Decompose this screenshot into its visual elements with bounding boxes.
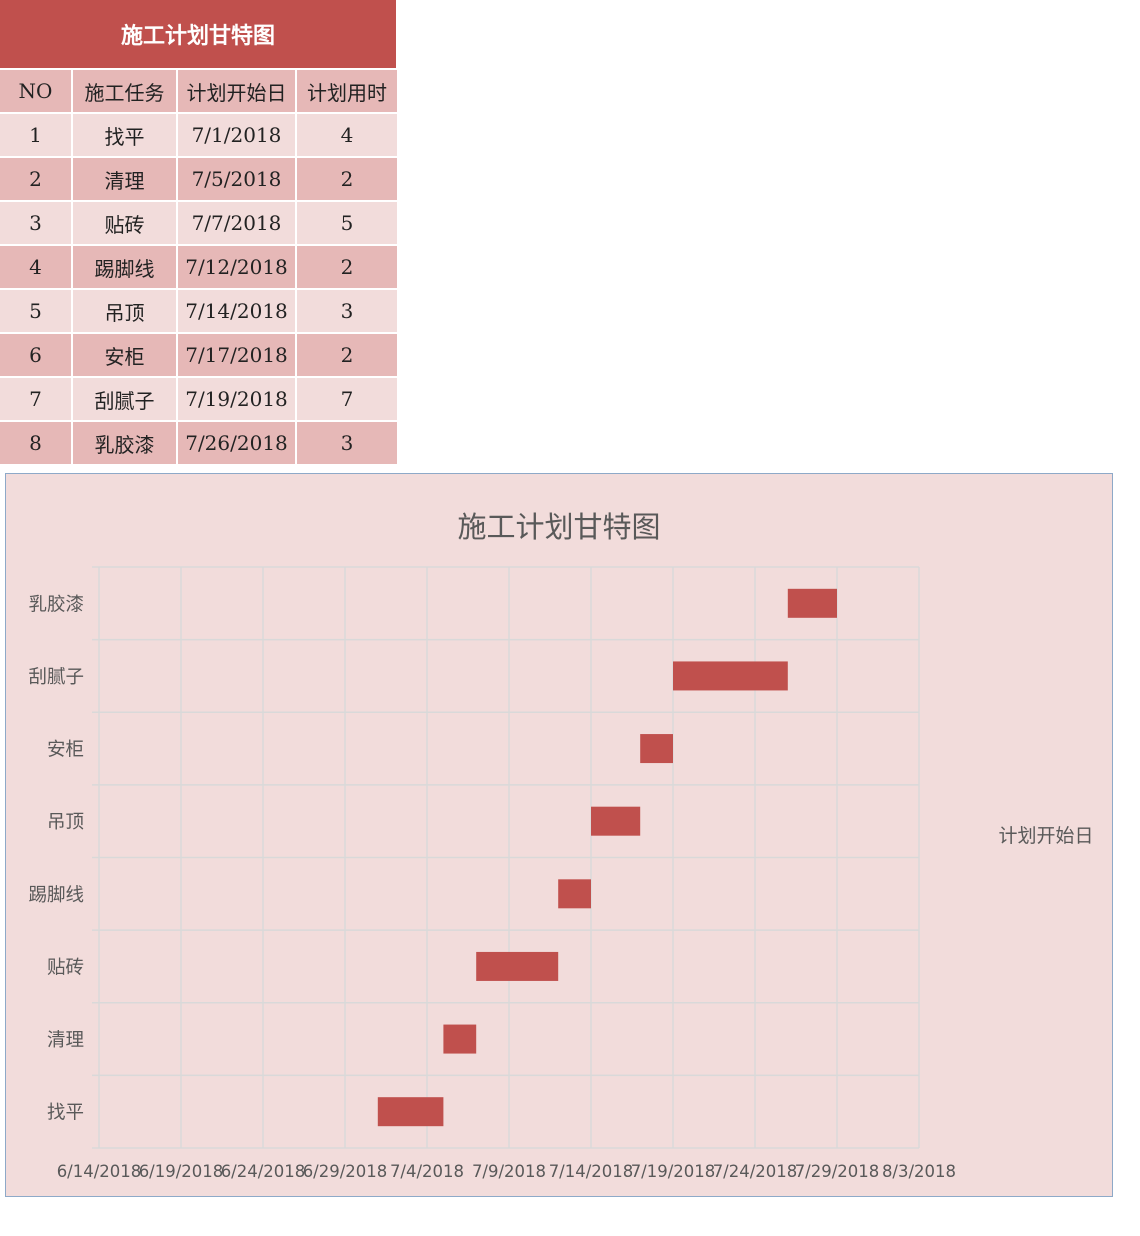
x-tick-label: 6/19/2018 [139, 1162, 224, 1181]
table-header-row: NO 施工任务 计划开始日 计划用时 [0, 70, 397, 114]
gantt-bar [787, 588, 837, 618]
header-no: NO [0, 70, 73, 114]
gantt-bar [377, 1097, 444, 1127]
table-row: 6 安柜 7/17/2018 2 [0, 334, 397, 378]
x-tick-label: 6/24/2018 [221, 1162, 306, 1181]
x-tick-label: 7/29/2018 [795, 1162, 880, 1181]
gantt-bar [476, 951, 559, 981]
bar-layer [377, 588, 837, 1127]
table-row: 3 贴砖 7/7/2018 5 [0, 202, 397, 246]
x-tick-label: 6/14/2018 [57, 1162, 142, 1181]
table-row: 4 踢脚线 7/12/2018 2 [0, 246, 397, 290]
table-title: 施工计划甘特图 [0, 0, 396, 68]
cell-task: 安柜 [73, 334, 178, 378]
gantt-bar [673, 661, 788, 691]
cell-duration: 2 [297, 334, 397, 378]
table-row: 1 找平 7/1/2018 4 [0, 114, 397, 158]
cell-start: 7/14/2018 [178, 290, 297, 334]
cell-duration: 3 [297, 422, 397, 466]
cell-start: 7/26/2018 [178, 422, 297, 466]
header-duration: 计划用时 [297, 70, 397, 114]
cell-duration: 3 [297, 290, 397, 334]
cell-no: 7 [0, 378, 73, 422]
table-row: 8 乳胶漆 7/26/2018 3 [0, 422, 397, 466]
y-category-label: 吊顶 [47, 812, 84, 833]
cell-no: 3 [0, 202, 73, 246]
cell-no: 2 [0, 158, 73, 202]
y-category-label: 找平 [47, 1103, 84, 1124]
cell-start: 7/7/2018 [178, 202, 297, 246]
x-tick-label: 7/19/2018 [631, 1162, 716, 1181]
cell-task: 贴砖 [73, 202, 178, 246]
table-row: 7 刮腻子 7/19/2018 7 [0, 378, 397, 422]
cell-task: 吊顶 [73, 290, 178, 334]
cell-task: 刮腻子 [73, 378, 178, 422]
x-tick-label: 7/4/2018 [390, 1162, 464, 1181]
gantt-bar [558, 879, 591, 909]
cell-start: 7/19/2018 [178, 378, 297, 422]
cell-duration: 2 [297, 246, 397, 290]
chart-title: 施工计划甘特图 [457, 510, 660, 544]
y-category-label: 踢脚线 [28, 885, 84, 906]
legend-label: 计划开始日 [998, 825, 1093, 847]
cell-task: 清理 [73, 158, 178, 202]
cell-no: 6 [0, 334, 73, 378]
cell-start: 7/5/2018 [178, 158, 297, 202]
gantt-bar [591, 806, 641, 836]
cell-no: 1 [0, 114, 73, 158]
header-task: 施工任务 [73, 70, 178, 114]
y-category-label: 乳胶漆 [28, 594, 84, 615]
gantt-bar [640, 734, 673, 764]
cell-task: 乳胶漆 [73, 422, 178, 466]
cell-start: 7/12/2018 [178, 246, 297, 290]
header-start: 计划开始日 [178, 70, 297, 114]
cell-duration: 5 [297, 202, 397, 246]
cell-no: 5 [0, 290, 73, 334]
grid-layer [92, 566, 920, 1149]
y-category-label: 清理 [47, 1030, 84, 1051]
y-category-label: 贴砖 [47, 957, 84, 978]
schedule-table: NO 施工任务 计划开始日 计划用时 1 找平 7/1/2018 4 2 清理 … [0, 70, 397, 466]
cell-duration: 4 [297, 114, 397, 158]
gantt-bar [443, 1024, 477, 1054]
cell-duration: 2 [297, 158, 397, 202]
x-tick-label: 6/29/2018 [303, 1162, 388, 1181]
y-category-label: 刮腻子 [28, 667, 84, 688]
cell-task: 找平 [73, 114, 178, 158]
x-tick-label: 8/3/2018 [882, 1162, 956, 1181]
gantt-chart: 6/14/2018 6/19/2018 6/24/2018 6/29/2018 7/4/… [5, 473, 1113, 1197]
x-tick-label: 7/24/2018 [713, 1162, 798, 1181]
cell-start: 7/1/2018 [178, 114, 297, 158]
table-row: 2 清理 7/5/2018 2 [0, 158, 397, 202]
y-category-label: 安柜 [47, 740, 84, 761]
cell-duration: 7 [297, 378, 397, 422]
table-row: 5 吊顶 7/14/2018 3 [0, 290, 397, 334]
x-tick-label: 7/14/2018 [549, 1162, 634, 1181]
cell-no: 8 [0, 422, 73, 466]
cell-no: 4 [0, 246, 73, 290]
x-tick-label: 7/9/2018 [472, 1162, 546, 1181]
cell-start: 7/17/2018 [178, 334, 297, 378]
cell-task: 踢脚线 [73, 246, 178, 290]
